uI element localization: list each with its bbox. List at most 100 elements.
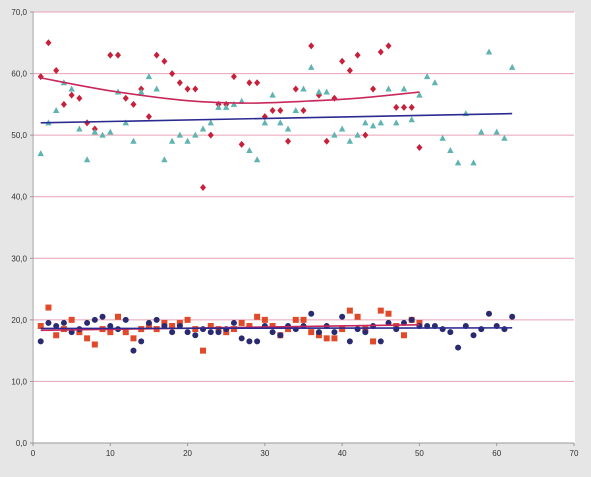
data-point-diamond xyxy=(339,57,346,65)
data-point-square xyxy=(45,304,52,311)
data-point-triangle xyxy=(362,119,369,126)
tick-labels: 0,0 10,0 20,0 30,0 40,0 50,0 60,0 70,0 0 10 20 30 40… xyxy=(11,8,579,458)
data-point-circle xyxy=(60,319,67,326)
data-point-triangle xyxy=(223,103,230,110)
data-point-circle xyxy=(207,329,214,336)
data-point-triangle xyxy=(501,134,508,141)
data-point-circle xyxy=(439,326,446,333)
data-point-diamond xyxy=(400,103,407,111)
trendline-0 xyxy=(40,77,420,104)
data-point-square xyxy=(37,323,44,330)
data-point-square xyxy=(346,307,353,314)
data-point-square xyxy=(362,326,369,333)
data-point-triangle xyxy=(138,88,145,95)
data-point-triangle xyxy=(76,125,83,132)
data-point-circle xyxy=(37,338,44,345)
data-point-square xyxy=(76,329,83,336)
data-point-triangle xyxy=(215,103,222,110)
data-point-circle xyxy=(485,310,492,317)
data-point-triangle xyxy=(323,88,330,95)
y-tick-label: 70,0 xyxy=(11,8,27,17)
data-point-circle xyxy=(393,326,400,333)
data-point-circle xyxy=(53,323,60,330)
data-point-triangle xyxy=(369,122,377,129)
data-point-diamond xyxy=(145,113,152,121)
data-point-circle xyxy=(91,316,98,323)
data-point-diamond xyxy=(53,66,60,74)
data-point-diamond xyxy=(323,137,330,145)
data-point-triangle xyxy=(454,159,462,166)
data-point-circle xyxy=(200,326,207,333)
data-point-triangle xyxy=(338,125,346,132)
data-point-triangle xyxy=(493,128,500,135)
data-point-triangle xyxy=(199,125,207,132)
data-point-triangle xyxy=(346,137,354,144)
data-point-circle xyxy=(138,338,145,345)
data-point-square xyxy=(377,307,384,314)
data-point-triangle xyxy=(269,91,276,98)
data-point-diamond xyxy=(238,140,245,148)
data-point-square xyxy=(107,329,114,336)
data-point-square xyxy=(331,335,338,342)
x-tick-label: 70 xyxy=(570,449,579,458)
data-point-diamond xyxy=(169,70,176,78)
data-point-circle xyxy=(315,329,322,336)
data-point-circle xyxy=(354,326,361,333)
trendline-1 xyxy=(40,112,513,124)
data-point-circle xyxy=(447,329,454,336)
y-tick-label: 0,0 xyxy=(16,439,28,448)
data-point-diamond xyxy=(184,85,191,93)
data-point-triangle xyxy=(416,91,423,98)
data-point-triangle xyxy=(68,85,75,92)
data-point-circle xyxy=(308,310,315,317)
data-point-diamond xyxy=(84,119,91,127)
data-point-square xyxy=(122,329,129,336)
data-point-triangle xyxy=(91,128,99,135)
data-point-triangle xyxy=(354,131,361,138)
x-tick-label: 40 xyxy=(338,449,347,458)
data-point-diamond xyxy=(246,79,253,87)
data-point-square xyxy=(145,323,152,330)
data-point-circle xyxy=(269,329,276,336)
data-point-diamond xyxy=(192,85,199,93)
data-point-diamond xyxy=(200,183,207,191)
data-point-square xyxy=(246,323,253,330)
data-point-circle xyxy=(277,332,284,339)
data-point-diamond xyxy=(122,94,129,102)
data-point-triangle xyxy=(253,156,261,163)
data-point-diamond xyxy=(130,100,137,108)
data-point-triangle xyxy=(393,119,400,126)
data-point-square xyxy=(215,326,222,333)
data-point-circle xyxy=(230,319,237,326)
data-point-triangle xyxy=(261,119,269,126)
data-point-diamond xyxy=(230,73,237,81)
data-point-triangle xyxy=(470,159,477,166)
data-point-triangle xyxy=(83,156,91,163)
data-point-square xyxy=(393,323,400,330)
data-point-square xyxy=(370,338,377,345)
data-point-triangle xyxy=(145,73,153,80)
data-point-diamond xyxy=(107,51,114,59)
data-point-triangle xyxy=(153,85,160,92)
x-tick-label: 0 xyxy=(31,449,36,458)
data-point-triangle xyxy=(246,147,253,154)
y-tick-label: 10,0 xyxy=(11,377,27,386)
data-point-circle xyxy=(377,338,384,345)
x-tick-label: 50 xyxy=(415,449,424,458)
data-point-circle xyxy=(184,329,191,336)
data-point-triangle xyxy=(192,131,199,138)
x-tick-label: 60 xyxy=(492,449,501,458)
data-point-triangle xyxy=(423,73,431,80)
data-point-diamond xyxy=(285,137,292,145)
data-point-square xyxy=(230,326,237,333)
data-point-diamond xyxy=(207,131,214,139)
data-point-circle xyxy=(99,313,106,320)
data-point-triangle xyxy=(478,128,485,135)
data-point-square xyxy=(169,323,176,330)
y-tick-label: 30,0 xyxy=(11,254,27,263)
series-triangle xyxy=(37,48,516,166)
y-tick-label: 60,0 xyxy=(11,70,27,79)
series-diamond xyxy=(37,39,423,191)
data-point-triangle xyxy=(176,131,184,138)
